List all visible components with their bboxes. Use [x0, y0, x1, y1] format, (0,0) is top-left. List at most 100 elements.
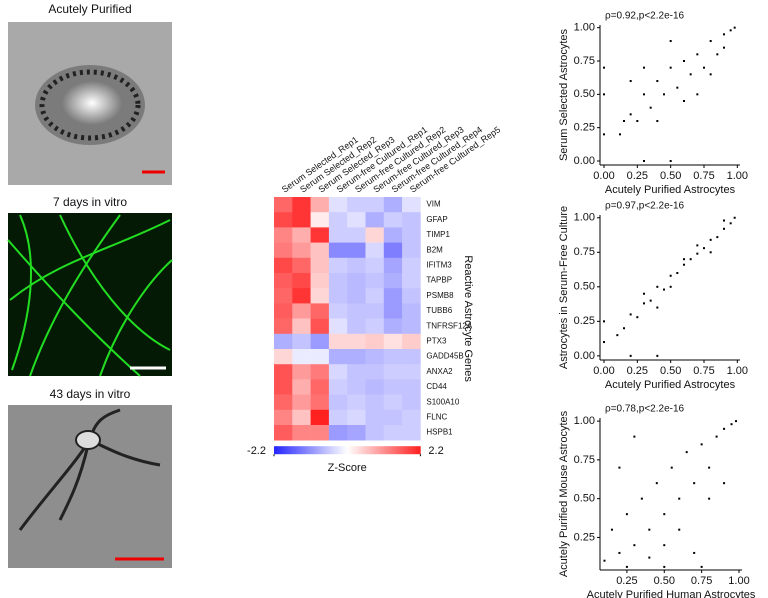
heat-cell	[274, 409, 293, 426]
colorbar-segment	[335, 446, 338, 455]
heat-cell	[402, 288, 421, 304]
micrograph	[8, 22, 172, 185]
point	[685, 451, 688, 454]
point	[616, 334, 619, 337]
colorbar-segment	[293, 446, 297, 455]
point	[683, 263, 685, 266]
colorbar-segment	[356, 446, 360, 455]
point	[663, 93, 665, 96]
point	[618, 551, 621, 554]
colorbar-segment	[317, 446, 321, 455]
heat-cell	[347, 379, 366, 395]
heat-cell	[292, 242, 311, 259]
colorbar-segment	[391, 446, 394, 455]
point	[610, 528, 613, 531]
colorbar-segment	[359, 446, 363, 455]
point	[633, 435, 636, 438]
point	[696, 244, 699, 247]
heat-cell	[310, 333, 330, 350]
point	[636, 316, 639, 319]
heat-cell	[402, 349, 421, 365]
heat-cell	[383, 394, 403, 411]
heat-cell	[328, 409, 348, 426]
point	[636, 120, 639, 122]
colorbar-segment	[369, 446, 372, 455]
heat-cell	[365, 318, 385, 335]
row-label: TIMP1	[426, 230, 450, 239]
point	[603, 341, 605, 344]
heat-cell	[292, 379, 311, 395]
heat-cell	[383, 318, 403, 335]
colorbar-segment	[327, 446, 331, 455]
colorbar-segment	[381, 446, 385, 455]
point	[669, 160, 672, 162]
heat-cell	[347, 257, 366, 274]
heat-cell	[328, 364, 348, 380]
heat-cell	[365, 273, 385, 289]
colorbar-segment	[400, 446, 404, 455]
heat-cell	[274, 288, 293, 304]
heat-cell	[328, 379, 348, 395]
point	[648, 528, 651, 531]
point	[633, 544, 636, 547]
colorbar-segment	[403, 446, 407, 455]
row-label: GADD45B	[426, 352, 463, 361]
heat-cell	[365, 409, 385, 426]
point	[619, 133, 621, 136]
heat-cell	[347, 288, 366, 304]
heat-cell	[310, 364, 330, 380]
colorbar-segment	[417, 446, 421, 455]
heat-cell	[402, 333, 421, 350]
colorbar-segment	[415, 446, 419, 455]
point	[716, 236, 719, 239]
point	[643, 66, 645, 69]
row-label: CD44	[426, 382, 447, 391]
heat-cell	[383, 425, 403, 441]
heat-cell	[383, 303, 403, 319]
point	[655, 482, 658, 485]
colorbar-segment	[322, 446, 326, 455]
heat-cell	[347, 425, 366, 441]
point	[733, 216, 736, 219]
point	[723, 33, 725, 36]
heat-cell	[347, 242, 366, 259]
heat-cell	[347, 318, 366, 335]
point	[716, 53, 719, 56]
point	[643, 160, 645, 162]
heat-cell	[310, 349, 330, 365]
point	[603, 133, 605, 136]
colorbar-segment	[330, 446, 333, 455]
point	[723, 46, 725, 49]
heat-cell	[347, 212, 366, 228]
point	[733, 26, 736, 29]
heat-cell	[402, 364, 421, 380]
chart-title: ρ=0.97,p<2.2e-16	[605, 201, 685, 212]
heat-cell	[310, 212, 330, 228]
point	[693, 551, 696, 554]
point	[603, 66, 605, 69]
heat-cell	[292, 197, 311, 213]
point	[663, 288, 665, 291]
colorbar-segment	[325, 446, 328, 455]
heat-cell	[310, 318, 330, 335]
point	[708, 497, 711, 500]
point	[708, 466, 711, 469]
micrograph	[8, 405, 172, 568]
heat-cell	[383, 379, 403, 395]
x-tick-label: 1.00	[728, 575, 749, 587]
colorbar-segment	[378, 446, 382, 455]
point	[683, 100, 685, 102]
colorbar-segment	[278, 446, 282, 455]
y-tick-label: 0.75	[574, 454, 595, 466]
heat-cell	[310, 409, 330, 426]
heat-cell	[328, 288, 348, 304]
x-tick-label: 0.25	[616, 575, 637, 587]
point	[696, 93, 699, 96]
point	[709, 40, 712, 42]
colorbar-segment	[347, 446, 350, 455]
point	[729, 222, 732, 225]
point	[603, 93, 605, 96]
colorbar-segment	[361, 446, 365, 455]
heat-cell	[310, 303, 330, 319]
